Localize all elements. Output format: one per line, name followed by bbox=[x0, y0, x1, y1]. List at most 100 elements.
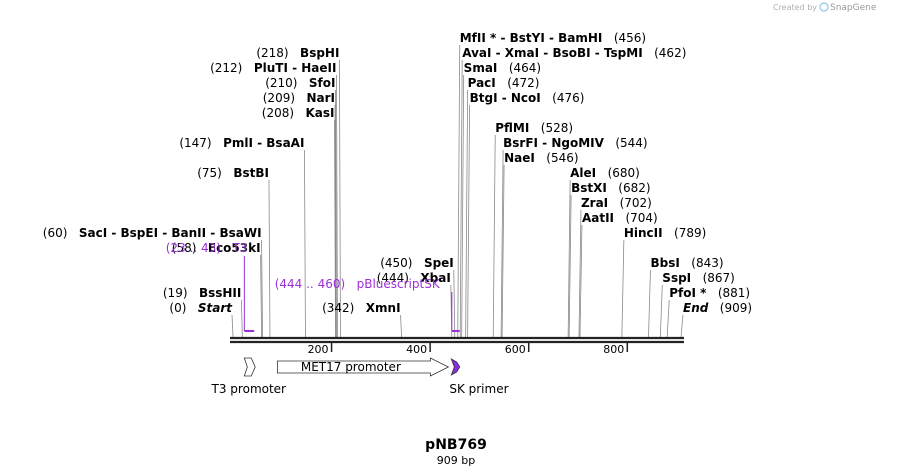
enzyme-name[interactable]: - NcoI bbox=[498, 91, 541, 105]
enzyme-name[interactable]: PflMI bbox=[495, 121, 529, 135]
enzyme-name[interactable]: BtgI bbox=[470, 91, 498, 105]
site-label[interactable]: (58) Eco53kI bbox=[172, 241, 261, 255]
site-pflmi[interactable]: PflMI (528) bbox=[492, 121, 573, 338]
enzyme-name[interactable]: - BsoBI bbox=[539, 46, 590, 60]
enzyme-name[interactable]: BspHI bbox=[300, 46, 339, 60]
site-pfoi[interactable]: PfoI * (881) bbox=[666, 286, 750, 338]
enzyme-name[interactable]: SfoI bbox=[309, 76, 336, 90]
site-btgi-ncoi[interactable]: BtgI - NcoI (476) bbox=[467, 91, 585, 338]
enzyme-name[interactable]: PmlI bbox=[223, 136, 253, 150]
enzyme-name[interactable]: - BanII bbox=[158, 226, 206, 240]
site-label[interactable]: PflMI (528) bbox=[495, 121, 573, 135]
site-label[interactable]: AleI (680) bbox=[570, 166, 640, 180]
site-hincii[interactable]: HincII (789) bbox=[621, 226, 706, 338]
enzyme-name[interactable]: KasI bbox=[305, 106, 334, 120]
site-xmni[interactable]: (342) XmnI bbox=[322, 301, 402, 338]
site-mfii-bstyi-bamhi[interactable]: MfII * - BstYI - BamHI (456) bbox=[457, 31, 646, 338]
site-pmli-bsaai[interactable]: (147) PmlI - BsaAI bbox=[179, 136, 306, 338]
site-end[interactable]: End (909) bbox=[680, 301, 752, 338]
primer-site-t3[interactable]: (23 .. 43) T3 bbox=[166, 241, 255, 332]
site-label[interactable]: (450) SpeI bbox=[380, 256, 454, 270]
primer-label[interactable]: (444 .. 460) pBluescriptSK bbox=[275, 277, 441, 291]
feature-arrow[interactable] bbox=[276, 357, 450, 377]
site-label[interactable]: BbsI (843) bbox=[650, 256, 723, 270]
site-label[interactable]: BstXI (682) bbox=[571, 181, 650, 195]
enzyme-name[interactable]: Eco53kI bbox=[208, 241, 261, 255]
site-bsshii[interactable]: (19) BssHII bbox=[163, 286, 243, 338]
feature-label[interactable]: MET17 promoter bbox=[301, 360, 401, 374]
site-label[interactable]: (210) SfoI bbox=[265, 76, 335, 90]
site-label[interactable]: (218) BspHI bbox=[256, 46, 339, 60]
site-label[interactable]: (444) XbaI bbox=[377, 271, 451, 285]
site-start[interactable]: (0) Start bbox=[169, 301, 234, 338]
site-label[interactable]: NaeI (546) bbox=[504, 151, 578, 165]
enzyme-name[interactable]: XmnI bbox=[366, 301, 401, 315]
site-aatii[interactable]: AatII (704) bbox=[579, 211, 658, 338]
site-label[interactable]: MfII * - BstYI - BamHI (456) bbox=[460, 31, 646, 45]
site-label[interactable]: (208) KasI bbox=[262, 106, 335, 120]
site-zrai[interactable]: ZraI (702) bbox=[578, 196, 652, 338]
site-paci[interactable]: PacI (472) bbox=[465, 76, 540, 338]
enzyme-name[interactable]: HincII bbox=[624, 226, 663, 240]
enzyme-name[interactable]: AatII bbox=[582, 211, 614, 225]
enzyme-name[interactable]: - BstYI bbox=[496, 31, 545, 45]
enzyme-name[interactable]: SspI bbox=[662, 271, 691, 285]
feature-sk-primer[interactable]: SK primer bbox=[449, 358, 509, 396]
site-sfoi[interactable]: (210) SfoI bbox=[265, 76, 337, 338]
enzyme-name[interactable]: - BsaAI bbox=[253, 136, 304, 150]
enzyme-name[interactable]: - TspMI bbox=[591, 46, 643, 60]
primer-label[interactable]: (23 .. 43) T3 bbox=[166, 241, 248, 255]
feature-label[interactable]: T3 promoter bbox=[211, 382, 287, 396]
site-bsrfi-ngomiv[interactable]: BsrFI - NgoMIV (544) bbox=[500, 136, 648, 338]
enzyme-name[interactable]: Start bbox=[198, 301, 233, 315]
site-saci-bspei-banii-bsawi[interactable]: (60) SacI - BspEI - BanII - BsaWI bbox=[43, 226, 263, 338]
site-label[interactable]: (60) SacI - BspEI - BanII - BsaWI bbox=[43, 226, 262, 240]
site-label[interactable]: BtgI - NcoI (476) bbox=[470, 91, 585, 105]
enzyme-name[interactable]: - NgoMIV bbox=[538, 136, 605, 150]
site-label[interactable]: (75) BstBI bbox=[197, 166, 269, 180]
site-label[interactable]: End (909) bbox=[683, 301, 752, 315]
enzyme-name[interactable]: XbaI bbox=[420, 271, 450, 285]
enzyme-name[interactable]: - BamHI bbox=[545, 31, 603, 45]
site-bbsi[interactable]: BbsI (843) bbox=[648, 256, 724, 338]
site-label[interactable]: PfoI * (881) bbox=[669, 286, 750, 300]
feature-arrow[interactable] bbox=[243, 357, 256, 377]
primer-name[interactable]: T3 bbox=[231, 241, 247, 255]
feature-t3-promoter[interactable]: T3 promoter bbox=[211, 357, 287, 396]
enzyme-name[interactable]: NaeI bbox=[504, 151, 535, 165]
site-label[interactable]: SspI (867) bbox=[662, 271, 735, 285]
site-alei[interactable]: AleI (680) bbox=[567, 166, 640, 338]
enzyme-name[interactable]: - XmaI bbox=[491, 46, 539, 60]
site-label[interactable]: (212) PluTI - HaeII bbox=[210, 61, 336, 75]
enzyme-name[interactable]: BstXI bbox=[571, 181, 607, 195]
site-label[interactable]: HincII (789) bbox=[624, 226, 706, 240]
feature-arrow[interactable] bbox=[450, 358, 461, 376]
site-pluti-haeii[interactable]: (212) PluTI - HaeII bbox=[210, 61, 338, 338]
enzyme-name[interactable]: ZraI bbox=[581, 196, 608, 210]
site-nari[interactable]: (209) NarI bbox=[263, 91, 337, 338]
enzyme-name[interactable]: BssHII bbox=[199, 286, 241, 300]
enzyme-name[interactable]: SpeI bbox=[424, 256, 454, 270]
enzyme-name[interactable]: BstBI bbox=[233, 166, 269, 180]
site-bstxi[interactable]: BstXI (682) bbox=[568, 181, 651, 338]
enzyme-name[interactable]: SacI bbox=[79, 226, 107, 240]
site-label[interactable]: PacI (472) bbox=[468, 76, 540, 90]
site-label[interactable]: ZraI (702) bbox=[581, 196, 652, 210]
primer-name[interactable]: pBluescriptSK bbox=[357, 277, 441, 291]
site-label[interactable]: (19) BssHII bbox=[163, 286, 241, 300]
enzyme-name[interactable]: End bbox=[683, 301, 709, 315]
enzyme-name[interactable]: PluTI bbox=[254, 61, 288, 75]
enzyme-name[interactable]: - BspEI bbox=[107, 226, 158, 240]
site-naei[interactable]: NaeI (546) bbox=[501, 151, 579, 338]
site-label[interactable]: (147) PmlI - BsaAI bbox=[179, 136, 304, 150]
enzyme-name[interactable]: SmaI bbox=[464, 61, 498, 75]
enzyme-name[interactable]: MfII * bbox=[460, 31, 497, 45]
enzyme-name[interactable]: AvaI bbox=[462, 46, 491, 60]
site-label[interactable]: AatII (704) bbox=[582, 211, 658, 225]
site-label[interactable]: (209) NarI bbox=[263, 91, 335, 105]
site-bstbi[interactable]: (75) BstBI bbox=[197, 166, 271, 338]
primer-site-pbluescriptsk[interactable]: (444 .. 460) pBluescriptSK bbox=[275, 277, 460, 332]
enzyme-name[interactable]: BsrFI bbox=[503, 136, 538, 150]
enzyme-name[interactable]: PfoI * bbox=[669, 286, 707, 300]
enzyme-name[interactable]: BbsI bbox=[650, 256, 679, 270]
